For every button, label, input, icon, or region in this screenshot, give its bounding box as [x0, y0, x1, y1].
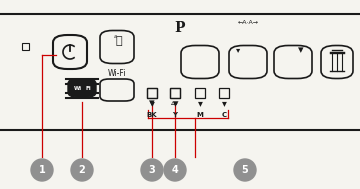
Text: 3: 3 — [149, 165, 156, 175]
Text: ▾: ▾ — [149, 98, 155, 108]
Ellipse shape — [141, 159, 163, 181]
Text: ▾: ▾ — [172, 98, 177, 108]
Text: P: P — [175, 21, 185, 35]
Text: ▾: ▾ — [198, 98, 202, 108]
Bar — [147, 88, 157, 98]
Text: ←A·A→: ←A·A→ — [238, 19, 258, 25]
Text: 4: 4 — [172, 165, 178, 175]
Bar — [170, 88, 180, 98]
Text: Fi: Fi — [85, 85, 91, 91]
Ellipse shape — [71, 159, 93, 181]
Text: BK: BK — [147, 112, 157, 118]
Text: ▾: ▾ — [298, 45, 304, 55]
FancyBboxPatch shape — [68, 79, 96, 97]
Text: Wi: Wi — [74, 85, 82, 91]
Bar — [219, 88, 229, 98]
Bar — [22, 43, 29, 50]
Bar — [147, 88, 157, 98]
Bar — [170, 88, 180, 98]
Text: M: M — [197, 112, 203, 118]
Bar — [195, 88, 205, 98]
Text: ▱: ▱ — [171, 98, 179, 108]
Text: 5: 5 — [242, 165, 248, 175]
Text: ▾: ▾ — [236, 46, 240, 54]
Text: 2: 2 — [78, 165, 85, 175]
Text: Wi-Fi: Wi-Fi — [108, 70, 126, 78]
Text: C: C — [221, 112, 226, 118]
Ellipse shape — [234, 159, 256, 181]
Text: 𝘗: 𝘗 — [116, 36, 122, 46]
Text: Y: Y — [172, 112, 177, 118]
Text: ▾: ▾ — [221, 98, 226, 108]
Ellipse shape — [164, 159, 186, 181]
Text: 1: 1 — [39, 165, 45, 175]
Text: ▾: ▾ — [149, 98, 154, 108]
Text: $^a$: $^a$ — [113, 34, 117, 40]
Ellipse shape — [31, 159, 53, 181]
